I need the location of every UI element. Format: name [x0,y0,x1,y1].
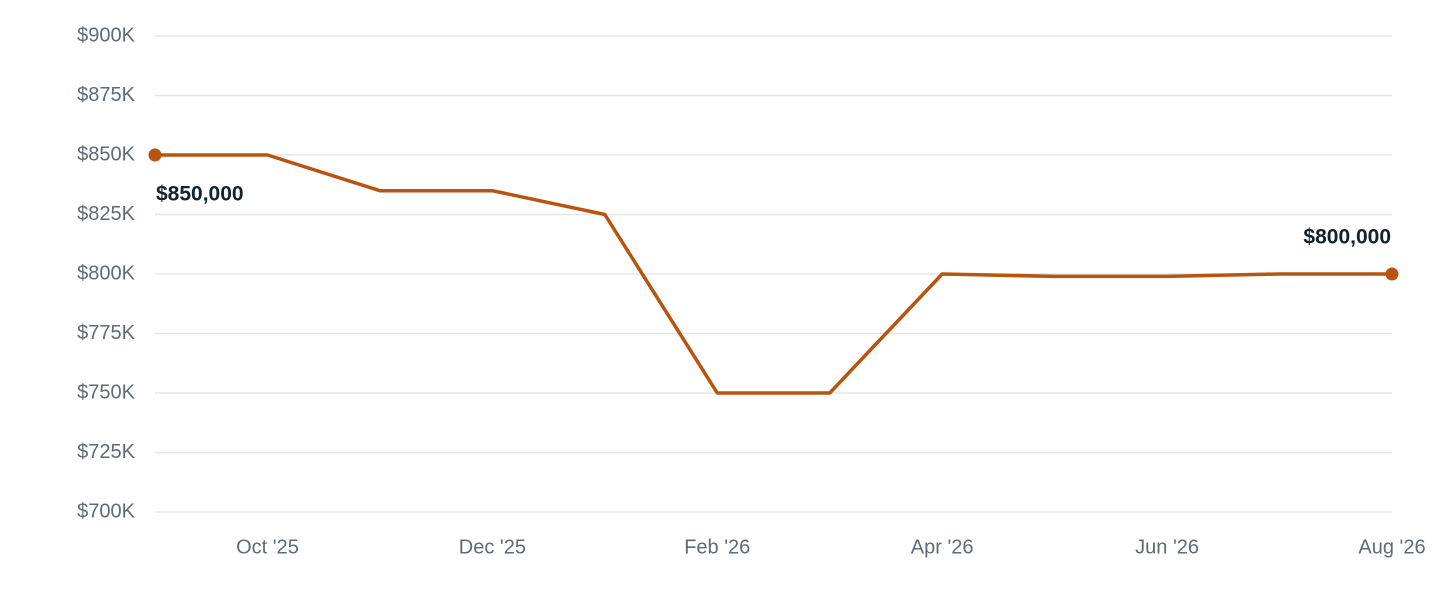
x-tick-label: Jun '26 [1135,536,1199,558]
end-point [148,148,162,162]
y-tick-label: $825K [77,203,135,225]
end-point [1385,267,1399,281]
x-tick-label: Oct '25 [236,536,299,558]
y-tick-label: $700K [77,500,135,522]
y-tick-label: $800K [77,262,135,284]
y-tick-label: $900K [77,24,135,46]
y-tick-label: $850K [77,143,135,165]
value-label: $850,000 [156,183,244,206]
x-tick-label: Aug '26 [1358,536,1425,558]
y-tick-label: $875K [77,84,135,106]
price-line [155,153,1392,395]
y-tick-label: $725K [77,441,135,463]
x-tick-label: Dec '25 [459,536,526,558]
y-tick-label: $750K [77,381,135,403]
x-tick-label: Feb '26 [684,536,750,558]
y-tick-label: $775K [77,322,135,344]
x-tick-label: Apr '26 [911,536,974,558]
value-label: $800,000 [1303,226,1391,249]
